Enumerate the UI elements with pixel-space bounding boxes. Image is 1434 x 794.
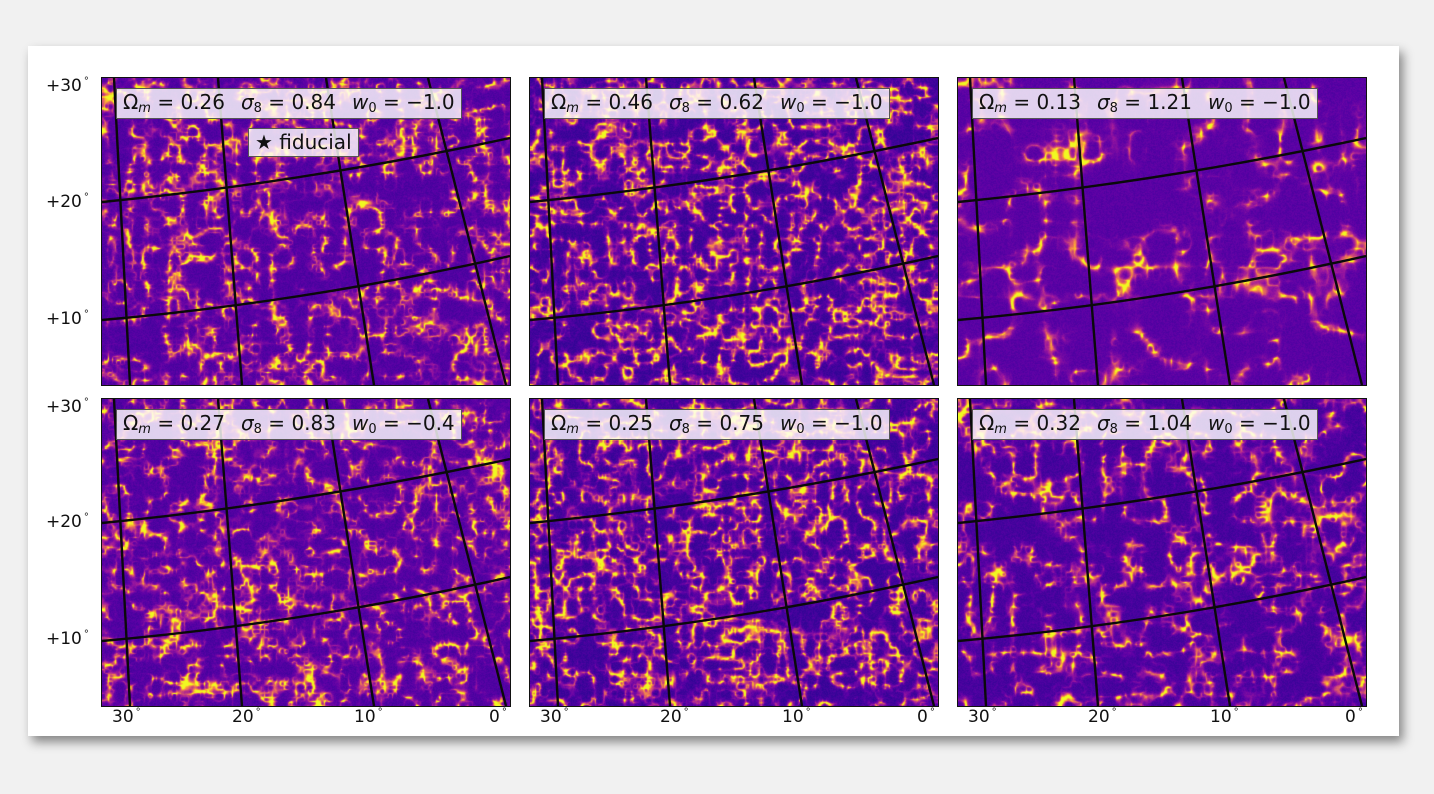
parameter-label: Ωm = 0.25 σ8 = 0.75 w0 = −1.0 — [544, 409, 890, 440]
grid-line — [530, 457, 938, 525]
x-tick-label: 0 ° — [917, 707, 935, 727]
x-tick-label: 20 ° — [232, 707, 261, 727]
grid-line — [854, 78, 936, 385]
grid-line — [1072, 78, 1100, 385]
sigma-8-value: 1.21 — [1147, 90, 1192, 114]
sigma-8-value: 0.83 — [291, 411, 336, 435]
y-tick-label: +30 ° — [46, 397, 89, 417]
y-tick-label: +30 ° — [46, 76, 89, 96]
x-tick-label: 20 ° — [1088, 707, 1117, 727]
w-0-value: −1.0 — [1262, 90, 1311, 114]
grid-line — [426, 78, 508, 385]
grid-line — [958, 254, 1366, 322]
figure-card: Ωm = 0.26 σ8 = 0.84 w0 = −1.0 ★ fiducial Ω… — [28, 46, 1399, 736]
y-tick-label: +20 ° — [46, 192, 89, 212]
omega-m-value: 0.46 — [608, 90, 653, 114]
grid-line — [102, 136, 510, 204]
parameter-label: Ωm = 0.46 σ8 = 0.62 w0 = −1.0 — [544, 88, 890, 119]
y-tick-label: +20 ° — [46, 512, 89, 532]
grid-line — [324, 399, 376, 706]
panel-3: Ωm = 0.13 σ8 = 1.21 w0 = −1.0 — [957, 77, 1367, 386]
grid-line — [102, 457, 510, 525]
grid-line — [752, 78, 804, 385]
grid-line — [854, 399, 936, 706]
coordinate-grid — [530, 399, 938, 706]
grid-line — [216, 399, 244, 706]
grid-line — [530, 254, 938, 322]
w-0-value: −1.0 — [834, 90, 883, 114]
panel-2: Ωm = 0.46 σ8 = 0.62 w0 = −1.0 — [529, 77, 939, 386]
panel-5: Ωm = 0.25 σ8 = 0.75 w0 = −1.0 — [529, 398, 939, 707]
grid-line — [958, 136, 1366, 204]
parameter-label: Ωm = 0.27 σ8 = 0.83 w0 = −0.4 — [116, 409, 462, 440]
x-tick-label: 10 ° — [354, 707, 383, 727]
coordinate-grid — [102, 399, 510, 706]
w-0-value: −1.0 — [1262, 411, 1311, 435]
grid-line — [1072, 399, 1100, 706]
grid-line — [968, 399, 988, 706]
fiducial-annotation: ★ fiducial — [248, 128, 359, 157]
w-0-value: −1.0 — [406, 90, 455, 114]
sigma-8-value: 0.62 — [719, 90, 764, 114]
grid-line — [112, 78, 132, 385]
w-0-value: −1.0 — [834, 411, 883, 435]
x-tick-label: 20 ° — [660, 707, 689, 727]
grid-line — [530, 575, 938, 643]
omega-m-value: 0.32 — [1036, 411, 1081, 435]
omega-m-value: 0.25 — [608, 411, 653, 435]
coordinate-grid — [530, 78, 938, 385]
grid-line — [644, 399, 672, 706]
omega-m-value: 0.13 — [1036, 90, 1081, 114]
omega-m-value: 0.26 — [180, 90, 225, 114]
x-tick-label: 30 ° — [540, 707, 569, 727]
grid-line — [1180, 399, 1232, 706]
coordinate-grid — [958, 78, 1366, 385]
grid-line — [540, 78, 560, 385]
grid-line — [216, 78, 244, 385]
y-tick-label: +10 ° — [46, 309, 89, 329]
grid-line — [1282, 78, 1364, 385]
grid-line — [324, 78, 376, 385]
grid-line — [426, 399, 508, 706]
sigma-8-value: 0.75 — [719, 411, 764, 435]
grid-line — [530, 136, 938, 204]
grid-line — [1180, 78, 1232, 385]
panel-6: Ωm = 0.32 σ8 = 1.04 w0 = −1.0 — [957, 398, 1367, 707]
coordinate-grid — [102, 78, 510, 385]
coordinate-grid — [958, 399, 1366, 706]
y-tick-label: +10 ° — [46, 629, 89, 649]
panel-1: Ωm = 0.26 σ8 = 0.84 w0 = −1.0 ★ fiducial — [101, 77, 511, 386]
x-tick-label: 10 ° — [1210, 707, 1239, 727]
parameter-label: Ωm = 0.26 σ8 = 0.84 w0 = −1.0 — [116, 88, 462, 119]
grid-line — [102, 575, 510, 643]
x-tick-label: 0 ° — [1345, 707, 1363, 727]
grid-line — [968, 78, 988, 385]
grid-line — [752, 399, 804, 706]
panel-4: Ωm = 0.27 σ8 = 0.83 w0 = −0.4 — [101, 398, 511, 707]
parameter-label: Ωm = 0.13 σ8 = 1.21 w0 = −1.0 — [972, 88, 1318, 119]
sigma-8-value: 0.84 — [291, 90, 336, 114]
parameter-label: Ωm = 0.32 σ8 = 1.04 w0 = −1.0 — [972, 409, 1318, 440]
grid-line — [958, 575, 1366, 643]
x-tick-label: 0 ° — [489, 707, 507, 727]
x-tick-label: 30 ° — [968, 707, 997, 727]
grid-line — [102, 254, 510, 322]
sigma-8-value: 1.04 — [1147, 411, 1192, 435]
grid-line — [644, 78, 672, 385]
grid-line — [958, 457, 1366, 525]
grid-line — [540, 399, 560, 706]
grid-line — [1282, 399, 1364, 706]
x-tick-label: 30 ° — [112, 707, 141, 727]
w-0-value: −0.4 — [406, 411, 455, 435]
x-tick-label: 10 ° — [782, 707, 811, 727]
omega-m-value: 0.27 — [180, 411, 225, 435]
grid-line — [112, 399, 132, 706]
